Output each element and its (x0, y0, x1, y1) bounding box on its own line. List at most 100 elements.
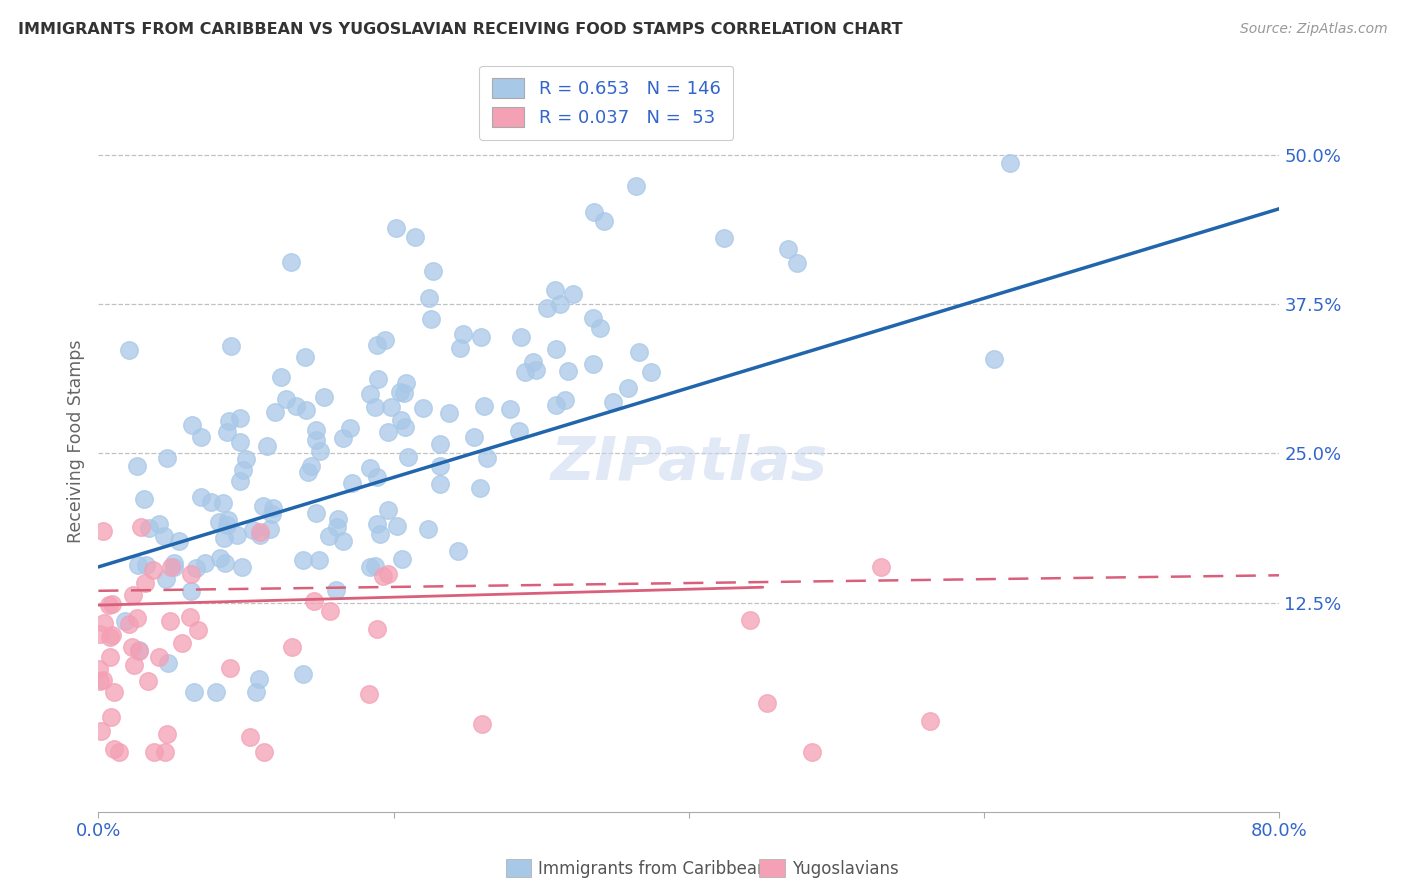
Point (526, 363, 548, 377)
Point (366, 622, 388, 636)
Point (89, 626, 111, 640)
Point (628, 345, 651, 359)
Point (187, 623, 209, 637)
Point (142, 564, 165, 578)
Point (292, 553, 315, 567)
Point (557, 364, 579, 378)
Point (208, 551, 231, 566)
Point (318, 529, 340, 543)
Point (132, 492, 155, 507)
Point (416, 522, 439, 536)
Point (392, 386, 415, 401)
Point (420, 312, 443, 326)
Point (380, 401, 402, 415)
Point (920, 714, 942, 728)
Point (291, 667, 314, 681)
Point (128, 643, 150, 657)
Point (101, 597, 124, 611)
Point (412, 401, 434, 416)
Point (756, 696, 779, 710)
Point (200, 495, 222, 509)
Point (384, 221, 406, 235)
Point (259, 522, 281, 536)
Point (617, 381, 640, 395)
Point (90, 723, 112, 738)
Point (148, 649, 170, 664)
Point (776, 242, 799, 256)
Point (180, 583, 202, 598)
Point (134, 558, 156, 572)
Point (302, 594, 325, 608)
Point (183, 685, 205, 699)
Point (156, 451, 179, 466)
Point (128, 644, 150, 658)
Point (280, 255, 302, 269)
Point (477, 451, 499, 466)
Point (89, 662, 111, 676)
Point (281, 640, 304, 654)
Point (253, 745, 276, 759)
Point (208, 515, 231, 529)
Point (218, 413, 240, 427)
Point (262, 501, 284, 516)
Point (319, 604, 342, 618)
Point (127, 558, 149, 572)
Point (247, 672, 270, 686)
Point (121, 640, 143, 654)
Point (359, 460, 381, 475)
Point (451, 326, 474, 341)
Point (418, 291, 440, 305)
Point (305, 423, 328, 437)
Point (297, 465, 319, 479)
Point (309, 443, 332, 458)
Point (510, 330, 533, 344)
Point (308, 552, 330, 566)
Point (214, 532, 236, 546)
Point (167, 534, 190, 549)
Point (285, 399, 308, 413)
Point (184, 561, 207, 575)
Point (602, 394, 624, 409)
Point (305, 434, 328, 448)
Point (447, 543, 470, 558)
Point (157, 656, 180, 670)
Text: Yugoslavians: Yugoslavians (792, 860, 898, 878)
Point (437, 406, 460, 420)
Point (340, 476, 363, 491)
Point (249, 524, 271, 539)
Point (125, 611, 148, 625)
Point (129, 520, 152, 534)
Point (295, 402, 318, 417)
Point (156, 727, 179, 741)
Point (548, 297, 571, 311)
Point (159, 559, 181, 574)
Point (256, 438, 278, 452)
Point (204, 685, 226, 699)
Point (544, 283, 567, 297)
Point (374, 333, 396, 347)
Point (138, 520, 160, 534)
Point (581, 357, 603, 371)
Point (404, 229, 426, 244)
Point (219, 661, 242, 675)
Point (214, 556, 236, 570)
Point (740, 613, 762, 627)
Point (366, 337, 388, 351)
Point (429, 458, 451, 473)
Point (212, 495, 235, 509)
Y-axis label: Receiving Food Stamps: Receiving Food Stamps (66, 340, 84, 543)
Point (249, 528, 271, 542)
Point (593, 213, 616, 227)
Point (422, 263, 444, 277)
Point (394, 419, 416, 434)
Point (299, 458, 322, 473)
Point (159, 614, 181, 628)
Point (89, 674, 111, 689)
Point (163, 556, 186, 570)
Point (546, 398, 568, 412)
Point (368, 526, 391, 541)
Point (581, 311, 603, 326)
Point (562, 287, 585, 301)
Point (377, 503, 399, 517)
Point (122, 658, 145, 673)
